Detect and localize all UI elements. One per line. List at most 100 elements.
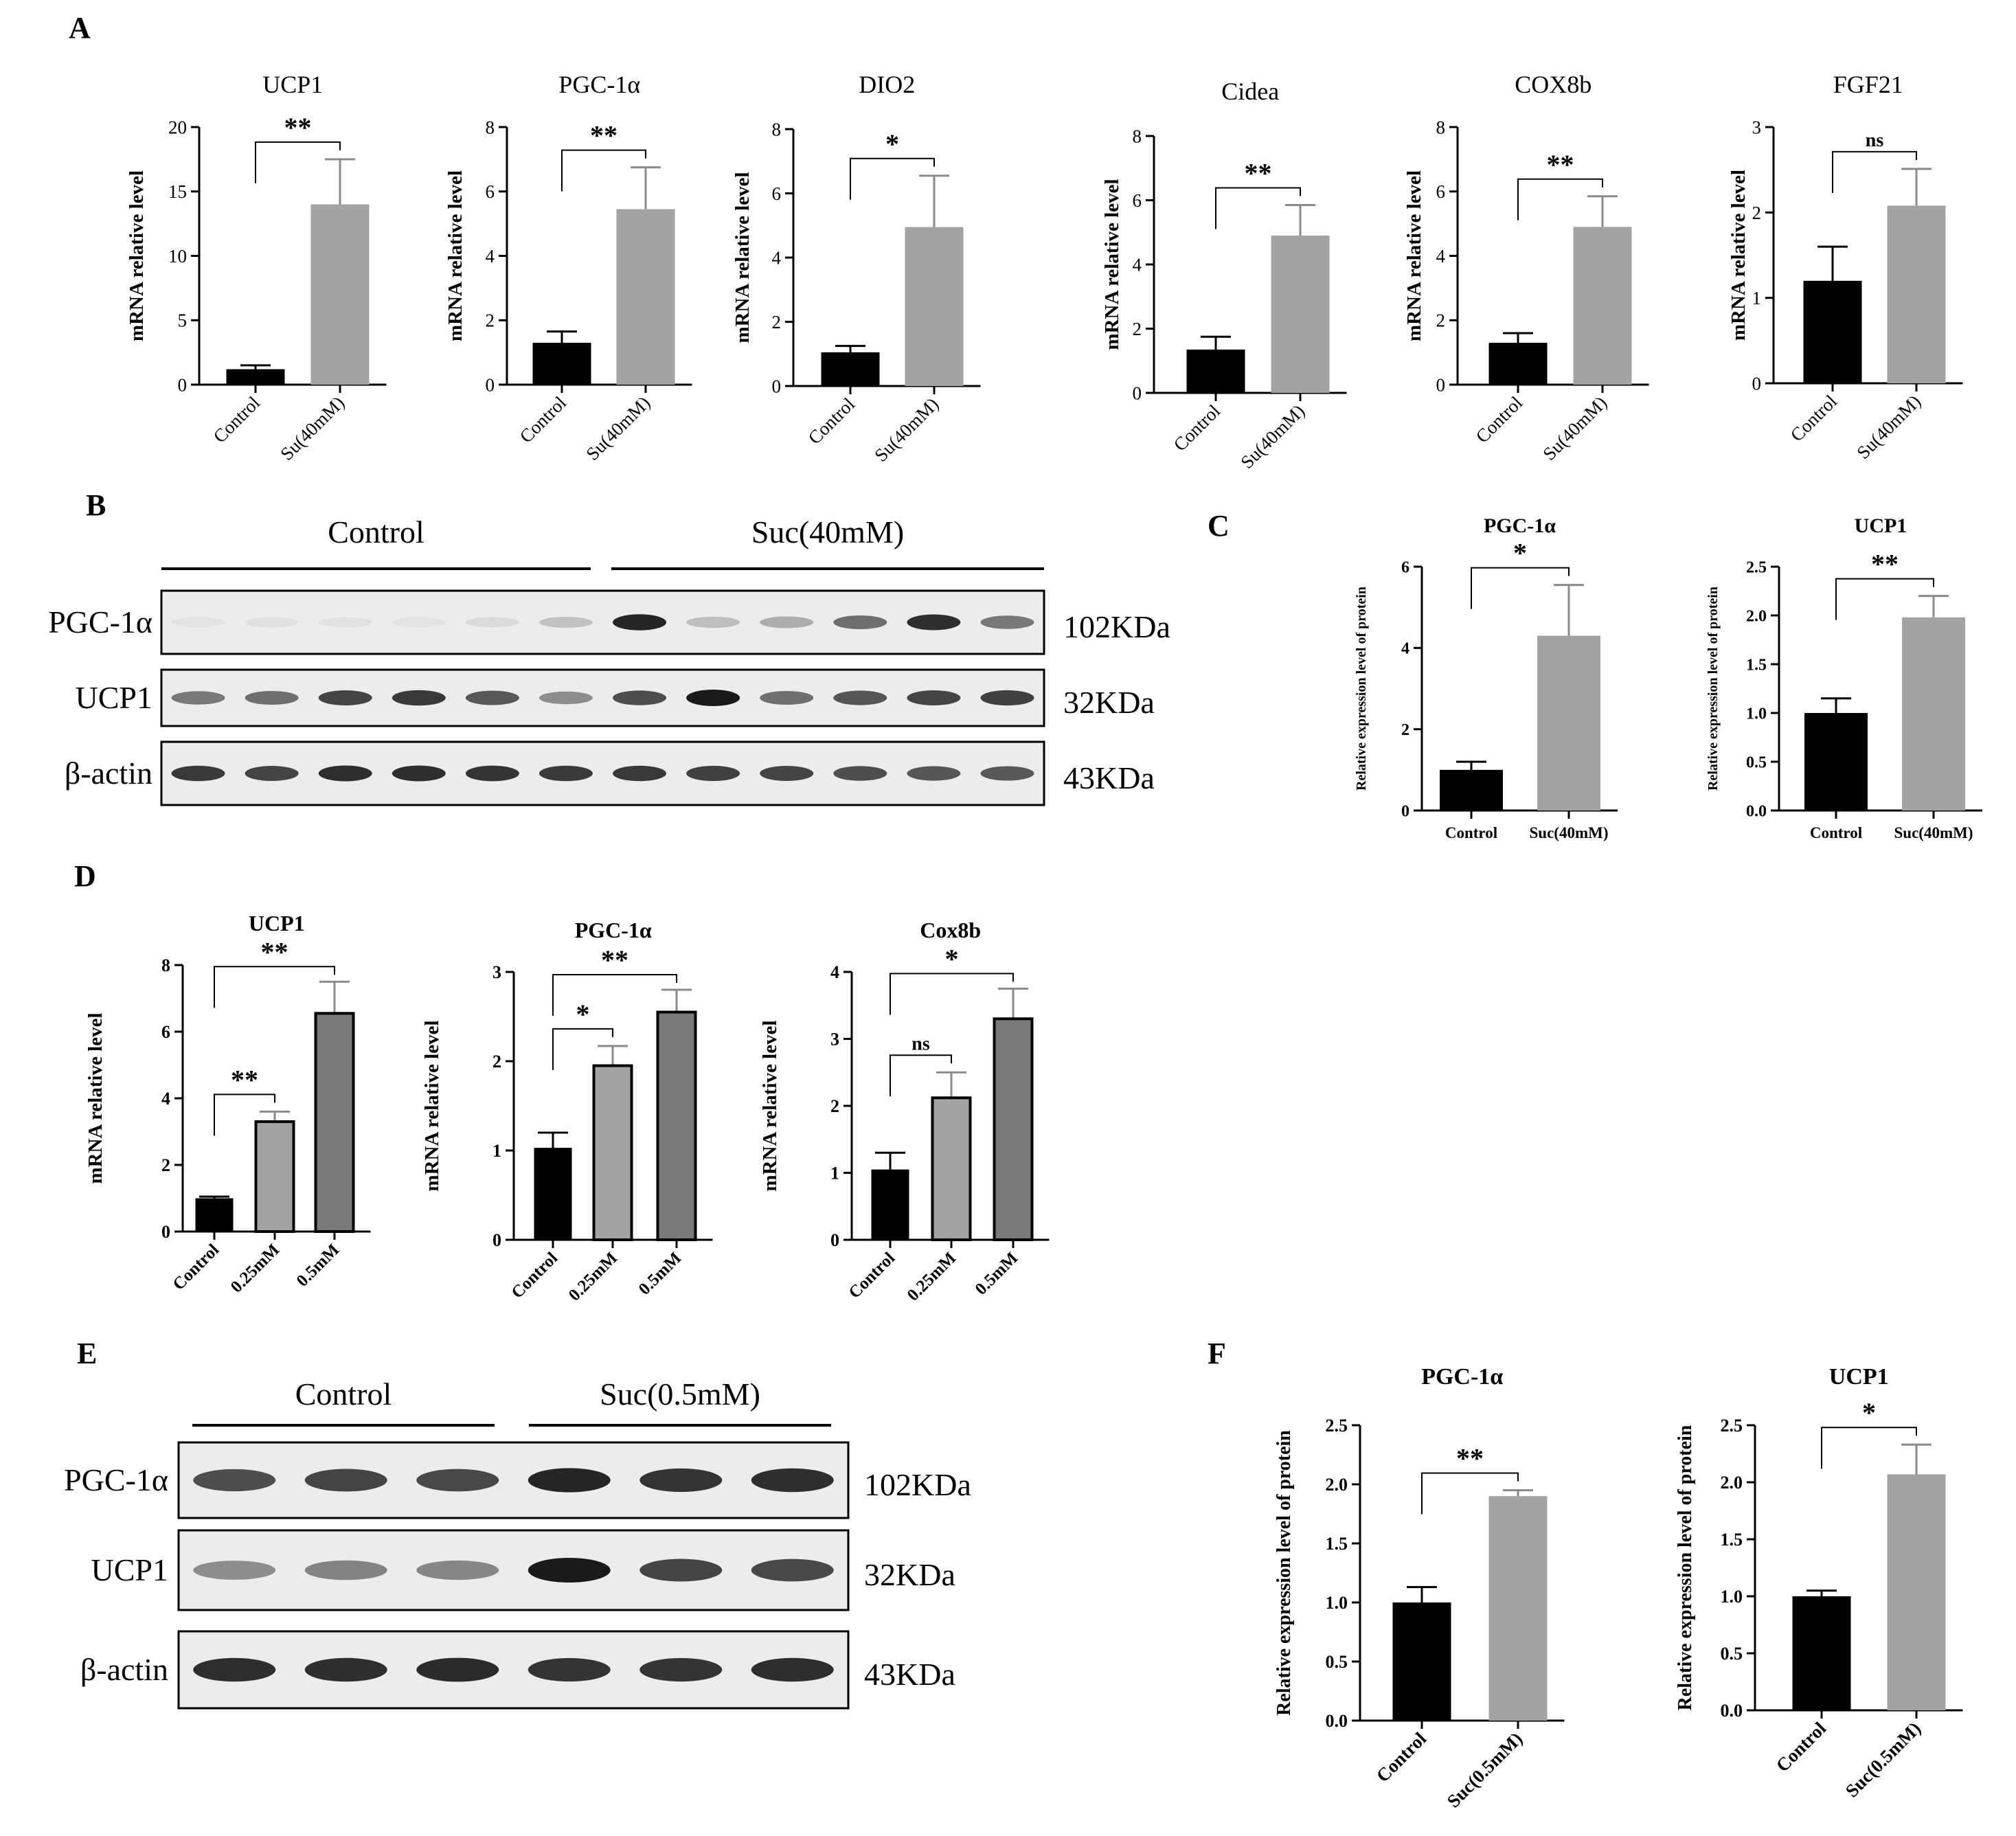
- significance-label: ns: [1866, 130, 1884, 151]
- bar: [1902, 617, 1965, 811]
- bar: [871, 1169, 909, 1240]
- bar: [1537, 635, 1600, 811]
- blot-band: [613, 765, 667, 782]
- y-tick-label: 4: [486, 246, 495, 267]
- western-blot-b: Control Suc(40mM) PGC-1α 102KDa UCP1 32KDa β-a…: [48, 514, 1170, 806]
- y-tick-label: 10: [168, 246, 187, 267]
- blot-band: [528, 1468, 611, 1493]
- y-tick-label: 2.0: [1721, 1473, 1743, 1493]
- blot-band: [686, 616, 740, 628]
- panel-label-c: C: [1208, 509, 1230, 543]
- x-tick-label: Control: [1810, 824, 1862, 841]
- y-tick-label: 2: [1752, 203, 1762, 223]
- y-axis-label: mRNA relative level: [421, 1020, 443, 1191]
- y-axis-label: mRNA relative level: [732, 172, 754, 343]
- chart-d3: Cox8b mRNA relative level 0 1 2 3 4 Control 0.25…: [759, 918, 1050, 1305]
- significance-bracket: [552, 1028, 613, 1070]
- significance-label: **: [601, 944, 628, 975]
- x-tick-label: Control: [1170, 400, 1225, 455]
- bar: [1573, 227, 1632, 385]
- significance-bracket: [850, 157, 935, 200]
- y-tick-label: 8: [486, 117, 495, 137]
- y-tick-label: 8: [772, 119, 782, 139]
- x-tick-label: Control: [846, 1249, 899, 1302]
- x-tick-label: Su(40mM): [1853, 391, 1925, 463]
- blot-row-size: 32KDa: [1063, 685, 1155, 720]
- y-tick-label: 0: [492, 1230, 501, 1250]
- blot-strip: [160, 589, 1045, 655]
- bar: [310, 204, 370, 385]
- bar: [821, 352, 880, 386]
- significance-bracket: [1215, 187, 1301, 229]
- chart-a4: Cidea mRNA relative level 0 2 4 6 8 Control Su(4…: [1101, 78, 1347, 473]
- y-tick-label: 2: [830, 1096, 839, 1116]
- x-tick-label: 0.5mM: [972, 1249, 1022, 1299]
- x-tick-label: Control: [1772, 1718, 1831, 1776]
- chart-title: PGC-1α: [1484, 514, 1556, 537]
- panel-label-a: A: [69, 11, 91, 45]
- chart-a6: FGF21 mRNA relative level 0 1 2 3 Control Su(40…: [1728, 71, 1963, 463]
- significance-label: *: [1862, 1397, 1876, 1428]
- blot-strip: [177, 1630, 850, 1710]
- y-axis-label: mRNA relative level: [84, 1012, 106, 1183]
- blot-band: [613, 690, 667, 705]
- y-tick-label: 2.5: [1746, 558, 1767, 576]
- significance-bracket: [1821, 1427, 1917, 1469]
- blot-strip: [160, 668, 1045, 727]
- bar: [195, 1198, 234, 1232]
- significance-bracket: [890, 973, 1014, 1015]
- blot-band: [760, 766, 814, 781]
- significance-bracket: [1832, 150, 1917, 193]
- y-tick-label: 1.5: [1721, 1530, 1743, 1550]
- y-tick-label: 6: [1133, 190, 1142, 211]
- blot-row-size: 102KDa: [1063, 609, 1170, 644]
- y-tick-label: 2: [1133, 319, 1142, 339]
- significance-bracket: [552, 974, 677, 1016]
- y-tick-label: 2: [492, 1052, 501, 1072]
- bar: [616, 209, 675, 385]
- y-tick-label: 0: [1752, 373, 1762, 394]
- y-tick-label: 6: [1401, 558, 1409, 576]
- x-tick-label: Su(40mM): [276, 392, 348, 464]
- x-tick-label: Su(40mM): [870, 394, 942, 466]
- blot-band: [980, 766, 1034, 781]
- chart-a2: PGC-1α mRNA relative level 0 2 4 6 8 Control Su(…: [444, 71, 692, 464]
- blot-band: [751, 1657, 834, 1682]
- blot-strip: [177, 1529, 850, 1611]
- blot-band: [751, 1559, 834, 1582]
- blot-band: [171, 691, 225, 705]
- y-tick-label: 0: [178, 374, 188, 395]
- blot-band: [416, 1657, 499, 1682]
- significance-label: **: [1456, 1443, 1484, 1474]
- y-tick-label: 6: [486, 181, 495, 202]
- x-tick-label: Control: [1472, 392, 1527, 447]
- x-tick-label: 0.25mM: [227, 1240, 283, 1296]
- blot-band: [465, 765, 519, 782]
- y-tick-label: 3: [492, 962, 501, 982]
- blot-band: [245, 691, 299, 705]
- blot-row-label: β-actin: [80, 1652, 168, 1687]
- y-tick-label: 8: [1436, 117, 1446, 137]
- y-tick-label: 2.5: [1326, 1416, 1348, 1436]
- significance-bracket: [1421, 1472, 1519, 1515]
- x-tick-label: Su(40mM): [1236, 400, 1309, 473]
- blot-band: [245, 617, 299, 628]
- chart-title: FGF21: [1833, 71, 1903, 98]
- y-tick-label: 1.5: [1746, 656, 1767, 674]
- blot-row-label: PGC-1α: [64, 1462, 168, 1497]
- x-tick-label: Control: [804, 394, 859, 449]
- chart-title: UCP1: [1855, 514, 1907, 537]
- y-tick-label: 4: [161, 1089, 170, 1109]
- blot-row-label: PGC-1α: [48, 604, 152, 639]
- x-tick-label: Suc(0.5mM): [1443, 1728, 1526, 1811]
- bar: [226, 369, 285, 385]
- panel-label-f: F: [1208, 1337, 1226, 1370]
- bar: [1392, 1602, 1451, 1721]
- y-tick-label: 2.0: [1326, 1475, 1348, 1495]
- y-tick-label: 6: [1436, 181, 1446, 202]
- bar: [1488, 343, 1548, 385]
- blot-band: [171, 617, 225, 628]
- x-tick-label: Su(40mM): [1539, 392, 1611, 464]
- significance-label: **: [1871, 549, 1899, 580]
- x-tick-label: Control: [508, 1249, 562, 1302]
